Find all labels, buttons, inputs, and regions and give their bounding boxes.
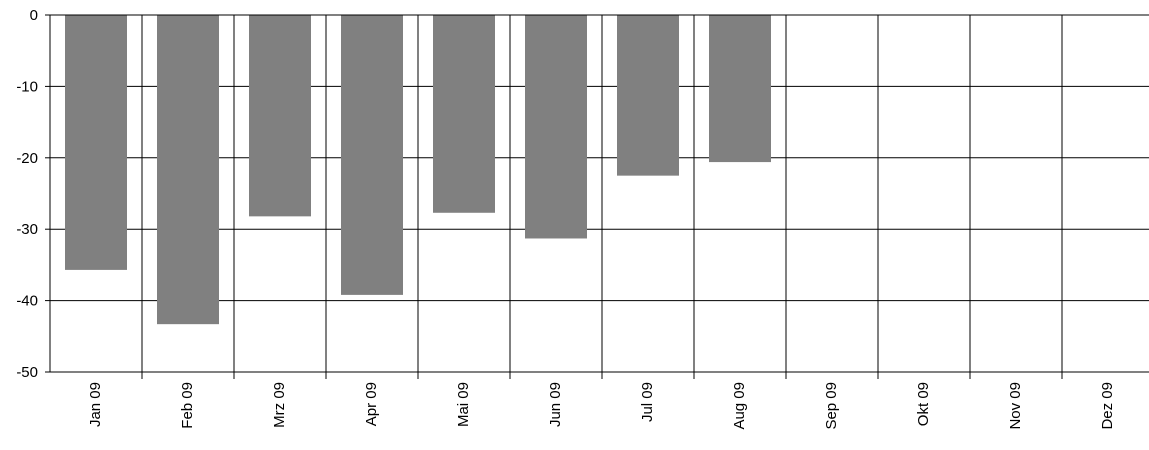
bar (249, 15, 311, 217)
y-tick-label: -50 (16, 364, 38, 381)
bar (709, 15, 771, 163)
bar (617, 15, 679, 176)
y-tick-label: -20 (16, 150, 38, 167)
y-axis-ticks: 0 -10 -20 -30 -40 -50 (16, 7, 50, 381)
bar (157, 15, 219, 325)
x-category-label: Apr 09 (363, 382, 380, 426)
grid-lines (50, 14, 1149, 379)
x-axis-labels: Jan 09 Feb 09 Mrz 09 Apr 09 Mai 09 Jun 09 Jul … (87, 382, 1116, 430)
x-category-label: Aug 09 (731, 382, 748, 430)
y-tick-label: -10 (16, 78, 38, 95)
bars (65, 15, 771, 325)
x-category-label: Feb 09 (179, 382, 196, 429)
y-tick-label: -40 (16, 293, 38, 310)
x-category-label: Jun 09 (547, 382, 564, 427)
bar (433, 15, 495, 213)
x-category-label: Jul 09 (639, 382, 656, 422)
x-category-label: Nov 09 (1007, 382, 1024, 430)
x-category-label: Jan 09 (87, 382, 104, 427)
y-tick-label: 0 (30, 7, 38, 24)
bar (65, 15, 127, 270)
bar (341, 15, 403, 295)
x-category-label: Sep 09 (823, 382, 840, 430)
x-category-label: Okt 09 (915, 382, 932, 426)
y-tick-label: -30 (16, 221, 38, 238)
x-category-label: Mai 09 (455, 382, 472, 427)
x-category-label: Mrz 09 (271, 382, 288, 428)
x-category-label: Dez 09 (1099, 382, 1116, 430)
bar (525, 15, 587, 239)
